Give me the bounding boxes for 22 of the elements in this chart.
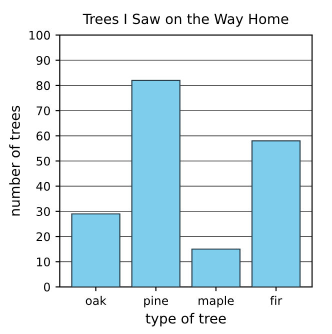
bar [191, 248, 241, 287]
x-tick-label: fir [270, 296, 282, 305]
y-tick-label: 30 [36, 207, 50, 216]
y-tick-label: 100 [29, 30, 50, 40]
y-tick-label: 60 [36, 132, 50, 140]
y-tick-label: 70 [36, 106, 50, 116]
y-tick-label: 40 [36, 182, 50, 191]
chart-title: Trees I Saw on the Way Home [82, 13, 288, 27]
x-tick-label: pine [144, 296, 168, 308]
y-tick-label: 20 [36, 232, 50, 242]
bar [71, 213, 120, 287]
x-tick-label: oak [86, 296, 106, 306]
x-tick-label: maple [198, 296, 234, 308]
x-axis-title: type of tree [146, 312, 226, 326]
bar [131, 80, 180, 287]
y-axis-title: number of trees [9, 106, 20, 216]
y-tick-label: 50 [36, 156, 50, 166]
y-tick-label: 0 [44, 282, 50, 292]
y-tick-label: 80 [36, 81, 50, 90]
bar [251, 140, 301, 287]
y-tick-label: 90 [36, 56, 50, 65]
y-tick-label: 10 [37, 257, 50, 266]
